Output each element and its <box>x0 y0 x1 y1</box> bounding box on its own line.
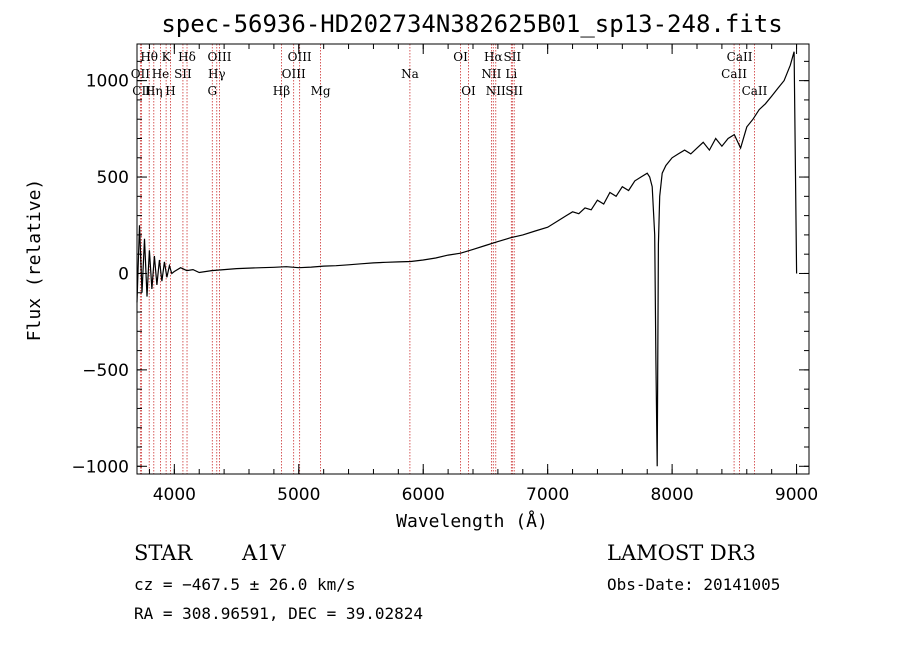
x-axis-ticks: 4000 5000 6000 7000 8000 9000 <box>148 44 818 505</box>
spectral-line-label: OI <box>461 84 476 98</box>
spectral-line-label: SII <box>174 67 192 81</box>
spectral-line-markers <box>139 44 755 474</box>
x-tick-label: 5000 <box>277 485 320 505</box>
spectral-line-label: Li <box>505 67 517 81</box>
ra-dec-coordinates: RA = 308.96591, DEC = 39.02824 <box>134 604 423 623</box>
object-subclass: A1V <box>241 541 287 565</box>
y-tick-label: 0 <box>118 264 129 284</box>
spectral-line-label: He <box>152 67 170 81</box>
spectral-line-label: H <box>165 84 175 98</box>
spectral-line-label: Hα <box>484 50 503 64</box>
spectral-line-label: NII <box>486 84 506 98</box>
y-tick-label: 500 <box>97 168 129 188</box>
spectral-line-label: NII <box>481 67 501 81</box>
y-axis-label: Flux (relative) <box>24 179 45 342</box>
y-tick-label: −500 <box>82 361 129 381</box>
spectral-line-label: OIII <box>288 50 312 64</box>
spectral-line-label: Hδ <box>178 50 196 64</box>
spectral-line-label: G <box>207 84 217 98</box>
spectral-line-label: Hη <box>145 84 163 98</box>
spectral-line-label: Hθ <box>140 50 158 64</box>
spectral-line-label: CaII <box>721 67 747 81</box>
y-axis-ticks: −1000 −500 0 500 1000 <box>71 60 809 477</box>
spectral-line-label: Mg <box>311 84 331 98</box>
y-tick-label: 1000 <box>86 72 129 92</box>
y-tick-label: −1000 <box>71 457 129 477</box>
x-tick-label: 9000 <box>775 485 818 505</box>
x-tick-label: 8000 <box>650 485 693 505</box>
observation-date: Obs-Date: 20141005 <box>607 575 780 594</box>
spectral-line-label: CaII <box>742 84 768 98</box>
spectral-line-label: CaII <box>727 50 753 64</box>
plot-frame <box>136 43 810 475</box>
spectral-line-label: K <box>162 50 172 64</box>
spectrum-series-line <box>136 51 798 467</box>
spectral-line-label: Hγ <box>208 67 226 81</box>
redshift-velocity: cz = −467.5 ± 26.0 km/s <box>134 575 356 594</box>
spectral-line-label: Na <box>401 67 419 81</box>
x-tick-label: 4000 <box>153 485 196 505</box>
x-tick-label: 6000 <box>402 485 445 505</box>
spectral-line-label: Hβ <box>273 84 290 98</box>
spectral-line-label: SII <box>505 84 523 98</box>
chart-title: spec-56936-HD202734N382625B01_sp13-248.f… <box>161 10 782 38</box>
spectral-line-label: OII <box>131 67 151 81</box>
spectral-line-label: OIII <box>282 67 306 81</box>
x-tick-label: 7000 <box>526 485 569 505</box>
spectral-line-label: OIII <box>207 50 231 64</box>
spectral-line-label: OI <box>453 50 468 64</box>
survey-name: LAMOST DR3 <box>607 541 756 565</box>
x-axis-label: Wavelength (Å) <box>396 510 548 532</box>
spectral-line-label: SII <box>503 50 521 64</box>
object-class: STAR <box>134 541 193 565</box>
